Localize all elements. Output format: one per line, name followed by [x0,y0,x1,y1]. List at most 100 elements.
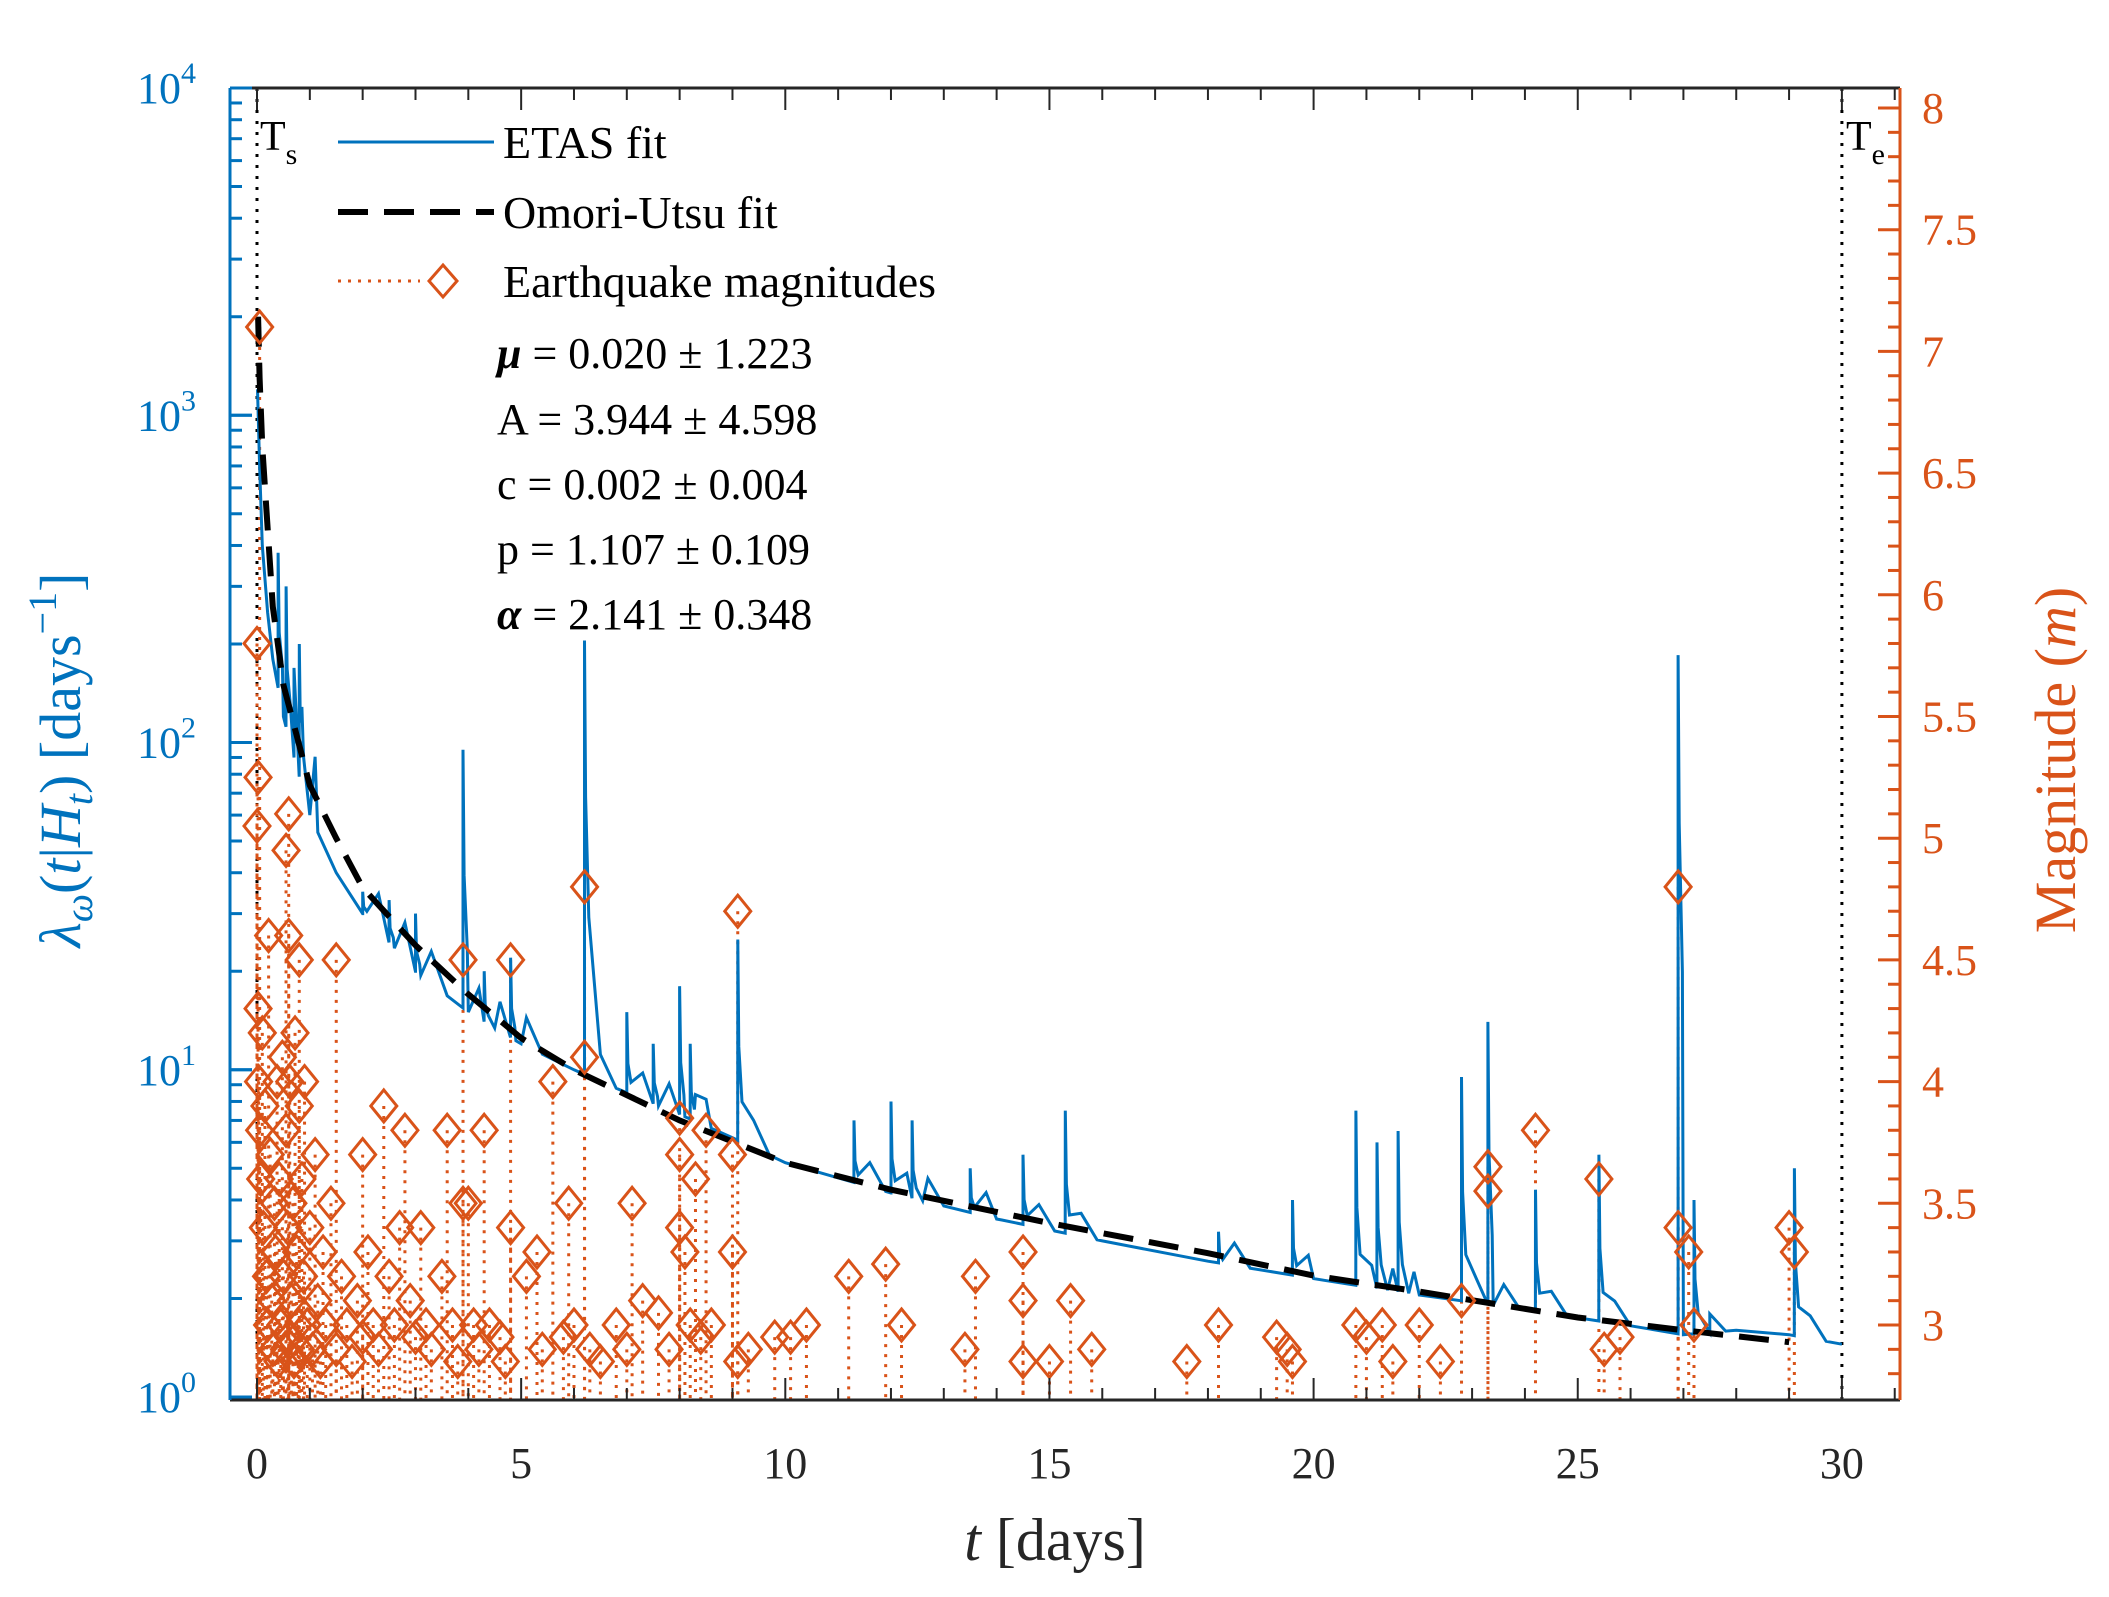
magnitude-marker [1583,1160,1614,1198]
legend-diamond-icon [427,262,459,300]
param-mu-symbol: μ [495,329,521,378]
magnitude-marker [537,1063,568,1100]
magnitude-marker [271,831,301,869]
magnitude-marker [342,1282,373,1320]
x-tick-label: 25 [1556,1439,1600,1488]
y-axis-right-label: Magnitude (m) [2023,587,2088,933]
magnitude-marker [870,1245,901,1283]
magnitude-marker [886,1306,917,1344]
magnitude-marker [791,1306,822,1344]
y-axis-left-label: λω(t|Ht) [days−1] [20,573,101,950]
magnitude-marker [310,1306,341,1344]
param-mu: μ = 0.020 ± 1.223 [495,329,812,378]
param-A: A = 3.944 ± 4.598 [497,395,817,444]
magnitude-marker [1203,1306,1234,1344]
legend-etas-label: ETAS fit [503,117,667,168]
magnitude-marker [277,1184,308,1222]
magnitude-marker [1404,1306,1435,1344]
magnitude-marker [949,1330,980,1368]
etas-fit-line [256,389,1843,1346]
magnitude-marker [321,941,352,979]
tick-base: 10 [137,1373,181,1422]
magnitude-marker [432,1111,463,1149]
y-left-tick-label: 101 [137,1039,196,1095]
magnitude-marker [279,1343,309,1380]
magnitude-marker [280,1014,310,1052]
magnitude-marker [242,807,272,845]
magnitude-marker [1008,1233,1038,1271]
magnitude-marker [1520,1111,1551,1149]
magnitude-marker [722,1343,753,1380]
y-left-tick-label: 102 [137,712,196,768]
magnitude-marker [669,1233,700,1271]
magnitude-marker [264,1160,295,1198]
magnitude-marker [1446,1282,1477,1320]
plot-area [242,88,1844,1400]
param-A-value: = 3.944 ± 4.598 [526,395,817,444]
magnitude-marker [490,1343,521,1380]
magnitude-marker [286,1160,317,1198]
magnitude-marker [1055,1282,1086,1320]
magnitude-marker [243,758,273,796]
param-alpha: α = 2.141 ± 0.348 [497,590,812,639]
magnitude-marker [363,1330,394,1368]
y-right-tick-label: 6 [1922,571,1944,620]
magnitude-marker [321,1330,352,1368]
ylabel-omega: ω [56,894,101,922]
ylabel-unit: [days [28,634,93,774]
magnitude-marker [654,1330,685,1368]
magnitude-marker [1034,1343,1065,1380]
param-alpha-value: = 2.141 ± 0.348 [521,590,812,639]
ylabel-t: t [28,857,93,875]
omori-utsu-fit-line [255,316,1790,1346]
magnitude-marker [680,1160,711,1198]
param-alpha-symbol: α [497,590,522,639]
magnitude-marker [1367,1306,1398,1344]
tick-base: 10 [137,391,181,440]
param-p: p = 1.107 ± 0.109 [497,525,810,574]
ylabel-H: H [28,802,93,848]
magnitude-marker [448,941,478,979]
param-c: c = 0.002 ± 0.004 [497,460,808,509]
magnitude-marker [453,1184,484,1222]
magnitude-marker [1473,1148,1503,1186]
end-time-sub: e [1872,138,1885,171]
magnitude-marker [316,1184,346,1222]
magnitude-marker [569,868,600,906]
ylabel-bar: | [28,847,93,859]
magnitude-marker [300,1136,331,1173]
magnitude-marker [553,1184,584,1222]
magnitude-marker [463,1330,494,1368]
legend-mag-label: Earthquake magnitudes [503,256,936,307]
magnitude-marker [248,1209,279,1247]
magnitude-marker [1377,1343,1408,1380]
magnitude-marker [627,1282,658,1320]
x-axis-label: t [days] [964,1507,1146,1573]
magnitude-marker [960,1257,991,1295]
ylabel-end: ] [28,573,93,592]
axes: 0 5 10 15 20 25 3010010110210310433.544.555.56… [137,57,1977,1488]
tick-base: 10 [137,719,181,768]
start-time-T: T [260,114,286,160]
magnitude-marker [448,1184,478,1222]
ylabel-right-m: m [2023,606,2088,648]
legend: ETAS fit Omori-Utsu fit Earthquake magni… [338,117,936,307]
x-tick-label: 30 [1820,1439,1864,1488]
ylabel-right-close: ) [2023,587,2088,606]
magnitude-marker [242,625,272,662]
x-tick-label: 20 [1292,1439,1336,1488]
start-time-label: Ts [260,114,297,171]
magnitude-marker [559,1306,589,1344]
x-tick-label: 15 [1027,1439,1071,1488]
magnitude-marker [297,1330,328,1368]
x-tick-label: 5 [510,1439,532,1488]
y-right-tick-label: 7.5 [1922,206,1977,255]
magnitude-marker [395,1282,426,1320]
magnitude-marker [256,1282,287,1320]
param-p-value: = 1.107 ± 0.109 [519,525,810,574]
param-mu-value: = 0.020 ± 1.223 [521,329,812,378]
magnitude-marker [1425,1343,1456,1380]
magnitude-marker [1663,1209,1694,1247]
y-right-tick-label: 3 [1922,1301,1944,1350]
